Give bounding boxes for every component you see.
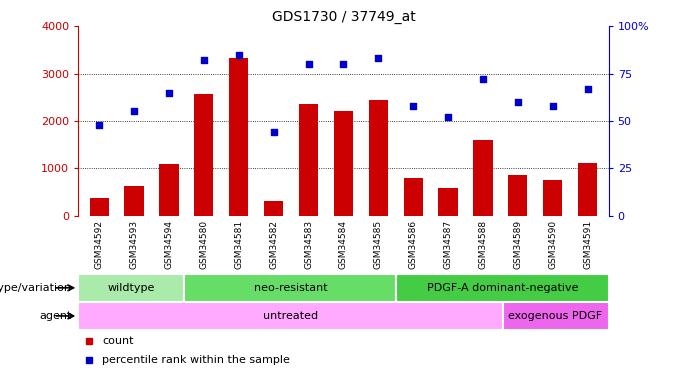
- Bar: [334, 111, 353, 216]
- Text: count: count: [102, 336, 133, 346]
- Point: [477, 76, 488, 82]
- Bar: [404, 178, 423, 216]
- Bar: [78, 302, 503, 330]
- Point: [233, 52, 244, 58]
- Text: PDGF-A dominant-negative: PDGF-A dominant-negative: [427, 283, 578, 293]
- Bar: [159, 165, 179, 216]
- Bar: [90, 198, 109, 216]
- Text: GSM34585: GSM34585: [374, 220, 383, 269]
- Point: [163, 90, 174, 96]
- Bar: [578, 163, 597, 216]
- Text: genotype/variation: genotype/variation: [0, 283, 71, 293]
- Bar: [503, 302, 609, 330]
- Title: GDS1730 / 37749_at: GDS1730 / 37749_at: [271, 10, 415, 24]
- Bar: [184, 274, 396, 302]
- Point: [129, 108, 139, 114]
- Point: [582, 86, 593, 92]
- Bar: [508, 176, 528, 216]
- Point: [94, 122, 105, 128]
- Bar: [194, 94, 214, 216]
- Bar: [369, 100, 388, 216]
- Text: percentile rank within the sample: percentile rank within the sample: [102, 355, 290, 365]
- Bar: [124, 186, 143, 216]
- Text: GSM34590: GSM34590: [548, 220, 558, 269]
- Text: GSM34581: GSM34581: [234, 220, 243, 269]
- Text: GSM34582: GSM34582: [269, 220, 278, 269]
- Text: wildtype: wildtype: [107, 283, 155, 293]
- Text: GSM34583: GSM34583: [304, 220, 313, 269]
- Point: [513, 99, 524, 105]
- Point: [303, 61, 314, 67]
- Text: exogenous PDGF: exogenous PDGF: [509, 311, 602, 321]
- Point: [373, 56, 384, 62]
- Point: [268, 129, 279, 135]
- Text: untreated: untreated: [262, 311, 318, 321]
- Bar: [439, 188, 458, 216]
- Bar: [473, 140, 492, 216]
- Point: [547, 103, 558, 109]
- Text: agent: agent: [39, 311, 71, 321]
- Text: neo-resistant: neo-resistant: [254, 283, 327, 293]
- Bar: [264, 201, 283, 216]
- Text: GSM34592: GSM34592: [95, 220, 103, 269]
- Point: [443, 114, 454, 120]
- Text: GSM34589: GSM34589: [513, 220, 522, 269]
- Text: GSM34580: GSM34580: [199, 220, 208, 269]
- Text: GSM34586: GSM34586: [409, 220, 418, 269]
- Bar: [78, 274, 184, 302]
- Point: [408, 103, 419, 109]
- Bar: [299, 104, 318, 216]
- Text: GSM34593: GSM34593: [129, 220, 139, 269]
- Bar: [396, 274, 609, 302]
- Text: GSM34588: GSM34588: [479, 220, 488, 269]
- Text: GSM34591: GSM34591: [583, 220, 592, 269]
- Text: GSM34584: GSM34584: [339, 220, 348, 269]
- Bar: [229, 58, 248, 216]
- Bar: [543, 180, 562, 216]
- Text: GSM34587: GSM34587: [443, 220, 453, 269]
- Point: [199, 57, 209, 63]
- Point: [338, 61, 349, 67]
- Text: GSM34594: GSM34594: [165, 220, 173, 269]
